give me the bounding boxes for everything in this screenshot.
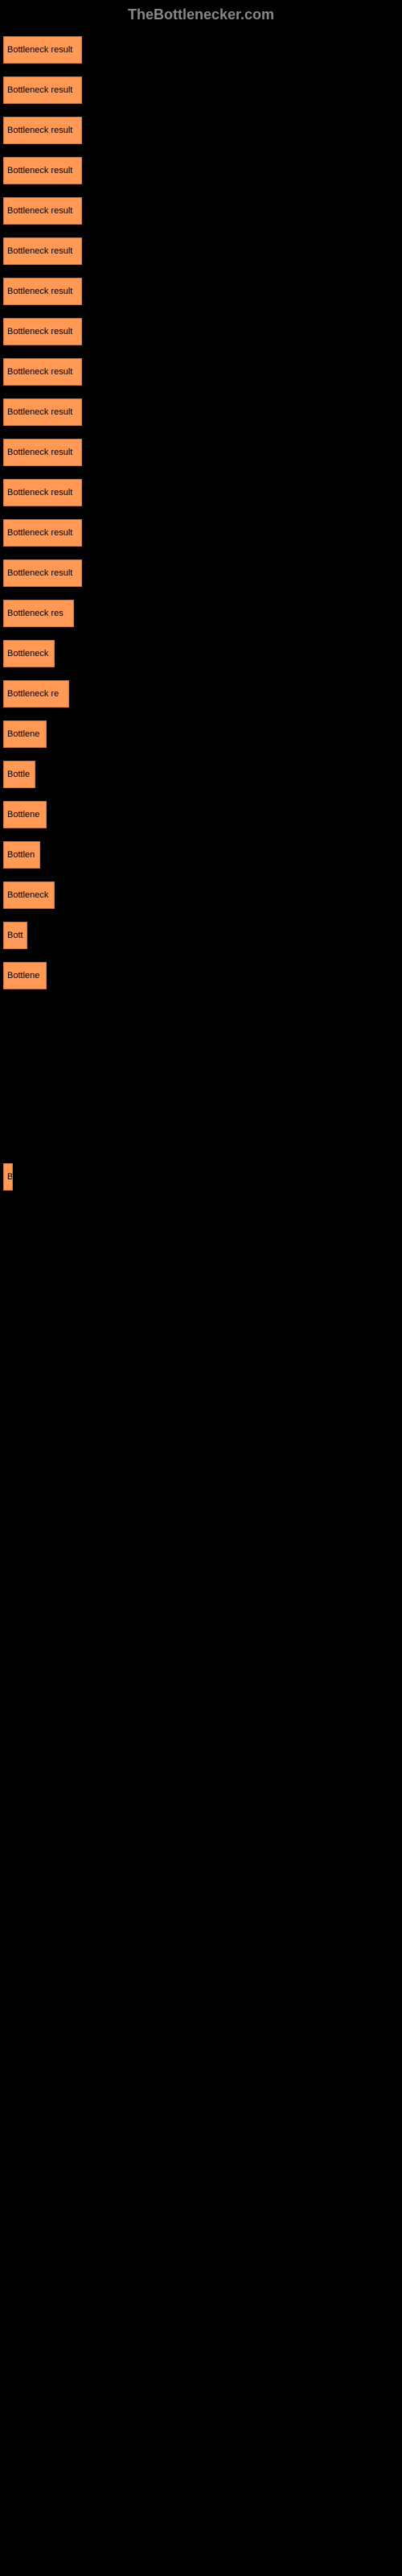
bar-label: Bottleneck result — [7, 85, 72, 95]
bar-label: Bottlene — [7, 729, 39, 739]
bar-row — [3, 996, 402, 1036]
header-title: TheBottlenecker.com — [128, 6, 274, 23]
bar-row: Bottleneck result — [3, 513, 402, 553]
bar: Bottlene — [3, 801, 47, 828]
bar-row — [3, 1197, 402, 1237]
bar-row — [3, 1358, 402, 1398]
bar: Bottleneck result — [3, 117, 82, 144]
bar: Bottleneck result — [3, 519, 82, 547]
bar-row: Bottleneck result — [3, 312, 402, 352]
bar-label: Bottlene — [7, 810, 39, 819]
bar-row: Bottleneck — [3, 875, 402, 915]
bar-row: Bottleneck — [3, 634, 402, 674]
bar-row — [3, 1519, 402, 1559]
bar-label: Bottleneck result — [7, 126, 72, 135]
bar-row: Bottleneck result — [3, 110, 402, 151]
bar: Bottleneck result — [3, 398, 82, 426]
bar-row: B — [3, 1157, 402, 1197]
bar-row: Bottleneck re — [3, 674, 402, 714]
bar-row: Bottleneck result — [3, 70, 402, 110]
bar-label: Bottleneck — [7, 649, 48, 658]
bar-label: Bottleneck result — [7, 45, 72, 55]
bar-row: Bottleneck res — [3, 593, 402, 634]
bar-row: Bottlene — [3, 714, 402, 754]
bar-label: Bottleneck result — [7, 166, 72, 175]
bar: Bottleneck res — [3, 600, 74, 627]
bar-row: Bottleneck result — [3, 30, 402, 70]
bar: Bottleneck result — [3, 36, 82, 64]
bar-label: Bott — [7, 931, 23, 940]
bar: Bottleneck — [3, 640, 55, 667]
bar: Bottleneck result — [3, 439, 82, 466]
bar: Bottleneck result — [3, 358, 82, 386]
chart-container: Bottleneck result Bottleneck result Bottle… — [0, 30, 402, 1559]
bar-label: Bottleneck result — [7, 407, 72, 417]
bar-label: B — [7, 1172, 13, 1182]
bar-row: Bottleneck result — [3, 231, 402, 271]
bar-row: Bottleneck result — [3, 151, 402, 191]
bar-row — [3, 1439, 402, 1479]
bar-label: Bottleneck — [7, 890, 48, 900]
bar-row: Bottlen — [3, 835, 402, 875]
bar-row — [3, 1278, 402, 1318]
bar: Bottleneck — [3, 881, 55, 909]
bar: Bottleneck result — [3, 76, 82, 104]
bar: Bottlen — [3, 841, 40, 869]
bar-label: Bottleneck result — [7, 206, 72, 216]
bar-row — [3, 1117, 402, 1157]
bar-label: Bottleneck res — [7, 609, 64, 618]
bar-row — [3, 1036, 402, 1076]
bar: B — [3, 1163, 13, 1191]
bar-label: Bottlen — [7, 850, 35, 860]
bar-label: Bottleneck result — [7, 367, 72, 377]
bar-row: Bottlene — [3, 795, 402, 835]
bar: Bottleneck result — [3, 237, 82, 265]
bar-row — [3, 1076, 402, 1117]
bar-row: Bottlene — [3, 956, 402, 996]
bar-row: Bott — [3, 915, 402, 956]
bar-row: Bottleneck result — [3, 392, 402, 432]
bar-label: Bottleneck result — [7, 327, 72, 336]
bar-row — [3, 1318, 402, 1358]
bar: Bottleneck re — [3, 680, 69, 708]
bar: Bott — [3, 922, 27, 949]
bar-label: Bottleneck re — [7, 689, 59, 699]
bar: Bottleneck result — [3, 479, 82, 506]
bar-label: Bottleneck result — [7, 488, 72, 497]
bar-row: Bottleneck result — [3, 473, 402, 513]
bar-row: Bottleneck result — [3, 191, 402, 231]
bar-row: Bottleneck result — [3, 271, 402, 312]
bar-label: Bottlene — [7, 971, 39, 980]
bar-label: Bottleneck result — [7, 287, 72, 296]
bar: Bottleneck result — [3, 278, 82, 305]
bar-row — [3, 1479, 402, 1519]
bar: Bottleneck result — [3, 318, 82, 345]
page-header: TheBottlenecker.com — [0, 0, 402, 30]
bar: Bottleneck result — [3, 197, 82, 225]
bar: Bottlene — [3, 720, 47, 748]
bar-row: Bottle — [3, 754, 402, 795]
bar-label: Bottleneck result — [7, 528, 72, 538]
bar: Bottle — [3, 761, 35, 788]
bar-row — [3, 1237, 402, 1278]
bar: Bottleneck result — [3, 157, 82, 184]
bar-row: Bottleneck result — [3, 352, 402, 392]
bar-label: Bottleneck result — [7, 448, 72, 457]
bar-label: Bottle — [7, 770, 30, 779]
bar-row — [3, 1398, 402, 1439]
bar: Bottleneck result — [3, 559, 82, 587]
bar-label: Bottleneck result — [7, 568, 72, 578]
bar-label: Bottleneck result — [7, 246, 72, 256]
bar-row: Bottleneck result — [3, 432, 402, 473]
bar-row: Bottleneck result — [3, 553, 402, 593]
bar: Bottlene — [3, 962, 47, 989]
